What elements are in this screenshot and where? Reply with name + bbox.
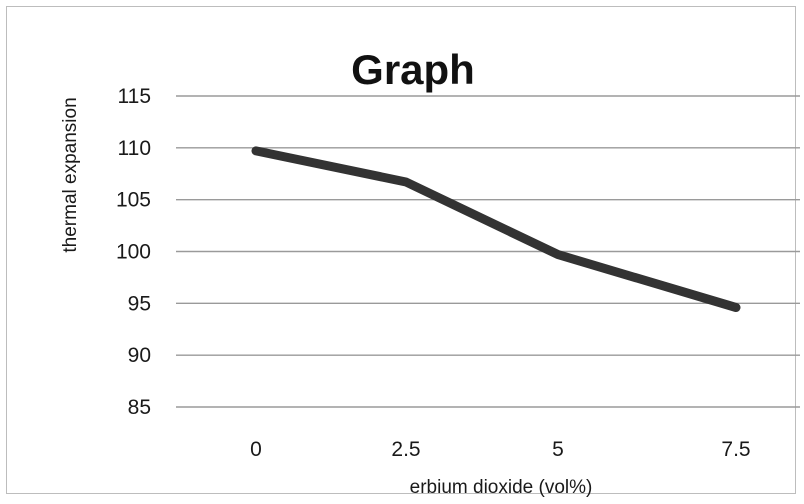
y-tick-label: 90: [128, 344, 151, 367]
series-line: [251, 146, 741, 312]
y-tick-label: 115: [118, 85, 151, 108]
y-tick-label: 105: [116, 189, 151, 212]
gridlines: [176, 95, 800, 408]
chart-title: Graph: [351, 46, 475, 93]
chart-frame: [6, 6, 796, 494]
x-tick-label: 0: [250, 438, 262, 461]
x-axis-label: erbium dioxide (vol%): [410, 477, 593, 498]
y-tick-label: 85: [128, 396, 151, 419]
y-tick-label: 100: [116, 241, 151, 264]
series-layer: [251, 146, 741, 312]
x-tick-label: 5: [552, 438, 564, 461]
x-tick-label: 7.5: [721, 438, 750, 461]
y-tick-label: 110: [118, 137, 151, 160]
x-axis-ticks: 0 2.5 5 7.5: [250, 438, 750, 461]
y-axis-label: thermal expansion: [60, 97, 81, 252]
y-axis-ticks: 85 90 95 100 105 110 115: [116, 85, 151, 419]
y-tick-label: 95: [128, 292, 151, 315]
x-tick-label: 2.5: [391, 438, 420, 461]
